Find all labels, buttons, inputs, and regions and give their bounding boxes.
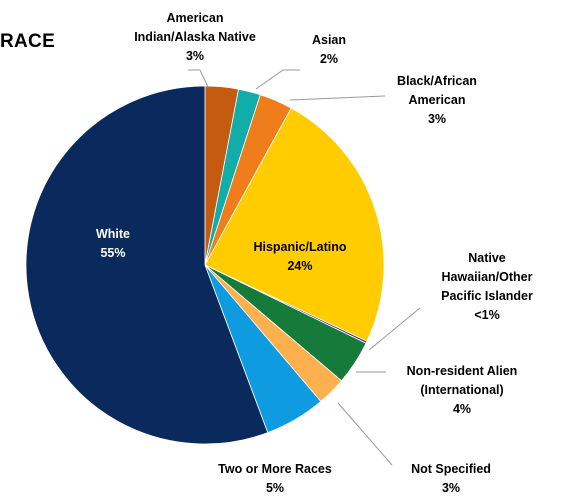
data-label-hispanic-latino: Hispanic/Latino 24% — [253, 240, 346, 273]
leader-line-black-african-american — [289, 95, 386, 101]
leader-line-not-specified — [337, 402, 393, 466]
leader-line-native-hawaiian-other-pacific-islander — [368, 307, 421, 351]
leader-line-asian — [255, 69, 300, 90]
data-label-non-resident-alien-international: Non-resident Alien (International) 4% — [407, 364, 518, 416]
data-label-native-hawaiian-other-pacific-islander: Native Hawaiian/Other Pacific Islander <1% — [441, 251, 533, 322]
chart-title: RACE — [0, 31, 56, 52]
data-label-white: White 55% — [96, 227, 130, 260]
data-label-not-specified: Not Specified 3% — [411, 462, 491, 495]
pie-slice-hispanic-latino — [204, 107, 385, 342]
data-label-black-african-american: Black/African American 3% — [397, 74, 477, 126]
data-label-asian: Asian 2% — [312, 33, 346, 66]
pie-slices — [25, 85, 385, 445]
data-label-american-indian-alaska-native: American Indian/Alaska Native 3% — [134, 11, 256, 63]
leader-line-american-indian-alaska-native — [188, 69, 209, 88]
data-label-two-or-more-races: Two or More Races 5% — [218, 462, 332, 495]
pie-slice-white — [25, 85, 269, 445]
